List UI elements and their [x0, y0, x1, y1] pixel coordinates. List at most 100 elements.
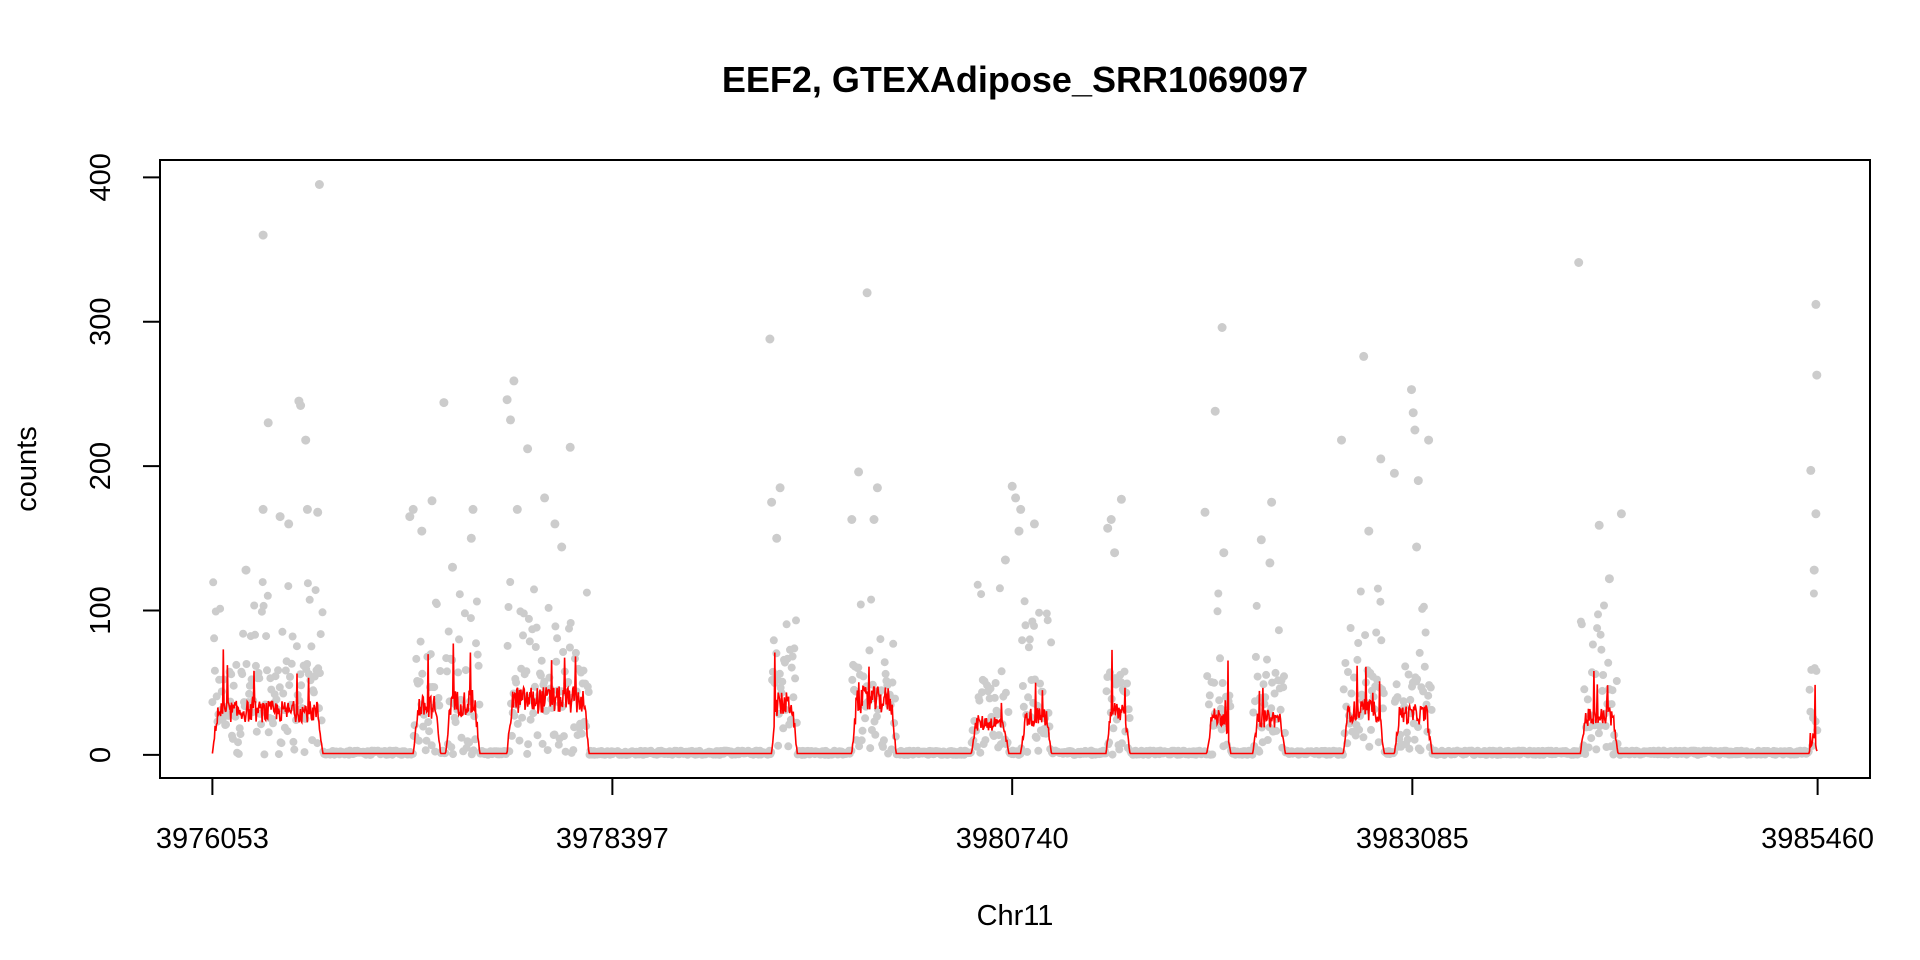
data-point [772, 533, 782, 543]
data-point [1218, 679, 1227, 687]
data-point [1806, 465, 1816, 475]
data-point [879, 742, 887, 751]
data-point [1584, 743, 1593, 752]
data-point [1210, 678, 1219, 687]
data-point [427, 741, 436, 750]
data-point [1020, 597, 1029, 606]
data-point [465, 738, 474, 747]
data-point [1276, 705, 1285, 714]
data-point [792, 616, 800, 625]
data-point [262, 632, 271, 641]
data-point [993, 710, 1002, 719]
data-point [1210, 406, 1220, 416]
data-point [290, 745, 299, 754]
data-point [784, 742, 793, 751]
data-point [430, 683, 439, 692]
data-point [537, 656, 546, 665]
data-point [1011, 493, 1021, 503]
data-point [424, 718, 433, 727]
data-point [1410, 735, 1419, 744]
data-point [297, 681, 306, 690]
data-point [1355, 725, 1364, 734]
data-point [509, 376, 519, 386]
data-point [443, 667, 451, 676]
data-point [435, 701, 444, 710]
data-point [258, 230, 268, 240]
data-point [473, 650, 482, 659]
data-point [1208, 750, 1217, 759]
data-point [1811, 299, 1821, 309]
data-point [1205, 691, 1214, 700]
data-point [1598, 686, 1607, 695]
x-axis-label: Chr11 [977, 900, 1054, 932]
data-point [977, 590, 986, 599]
data-point [540, 493, 550, 503]
data-point [1604, 574, 1614, 584]
data-point [252, 727, 261, 736]
data-point [461, 666, 470, 675]
data-point [251, 661, 260, 670]
data-point [1023, 747, 1032, 756]
x-tick-label: 3983085 [1356, 823, 1469, 855]
data-point [1102, 687, 1111, 696]
data-point [1359, 733, 1368, 742]
data-point [309, 688, 318, 697]
data-point [263, 591, 272, 600]
data-point [1376, 597, 1385, 606]
data-point [422, 736, 431, 745]
y-tick-label: 0 [85, 747, 117, 763]
data-point [566, 619, 575, 627]
data-point [515, 736, 524, 745]
data-point [1034, 746, 1043, 755]
data-point [1416, 746, 1425, 755]
data-point [997, 667, 1006, 676]
series-line [211, 643, 1818, 755]
data-point [274, 750, 283, 759]
data-point [414, 736, 423, 745]
data-point [536, 671, 545, 680]
data-point [316, 630, 325, 639]
data-point [1357, 690, 1366, 699]
data-point [449, 750, 457, 759]
data-point [263, 418, 273, 428]
data-point [241, 565, 251, 575]
data-point [559, 648, 568, 656]
data-point [858, 726, 867, 735]
data-point [532, 623, 541, 632]
y-tick-label: 400 [85, 153, 117, 201]
data-point [259, 601, 268, 610]
y-tick-label: 300 [85, 298, 117, 346]
data-point [571, 648, 580, 657]
data-point [1029, 519, 1039, 529]
data-point [1109, 724, 1118, 733]
data-point [1263, 736, 1272, 744]
data-point [542, 706, 550, 715]
data-point [1361, 631, 1370, 640]
data-point [524, 740, 533, 749]
data-point [1379, 704, 1387, 713]
data-point [1030, 621, 1038, 630]
data-point [251, 630, 259, 639]
data-point [887, 745, 896, 754]
data-point [313, 739, 322, 748]
data-point [279, 689, 288, 698]
data-point [1414, 723, 1422, 732]
data-point [1599, 671, 1608, 679]
data-point [236, 730, 245, 739]
data-point [1117, 739, 1126, 748]
data-point [209, 578, 218, 587]
data-point [865, 646, 874, 655]
data-point [1365, 742, 1374, 751]
data-point [468, 504, 478, 514]
data-point [1354, 639, 1363, 647]
data-point [1587, 734, 1596, 743]
data-point [229, 681, 238, 690]
data-point [1267, 497, 1277, 507]
data-point [1024, 693, 1033, 702]
x-axis: 3976053 3978397 3980740 3983085 3985460 [156, 777, 1874, 855]
data-point [289, 737, 298, 746]
data-point [1401, 662, 1410, 671]
data-point [867, 595, 876, 604]
data-point [454, 668, 463, 677]
data-point [554, 740, 563, 749]
